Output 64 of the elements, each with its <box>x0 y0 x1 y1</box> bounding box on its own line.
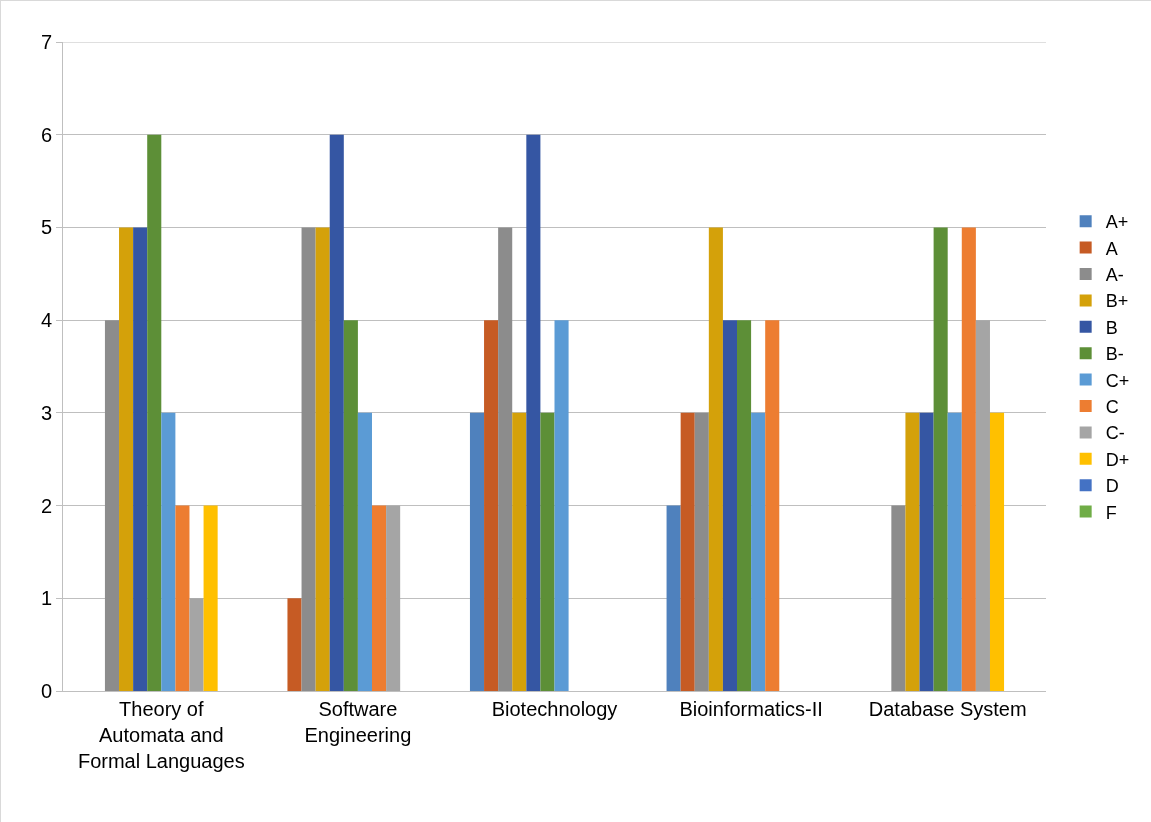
bar <box>161 412 176 691</box>
y-tick-label: 5 <box>40 216 52 239</box>
bar <box>540 412 555 691</box>
bar <box>386 505 401 691</box>
bar <box>315 227 330 691</box>
x-tick-label: Theory of Automata and Formal Languages <box>77 698 245 772</box>
legend-label: A+ <box>1105 212 1129 233</box>
legend-label: C <box>1105 397 1119 418</box>
bar <box>484 320 499 691</box>
bar <box>554 320 569 691</box>
bar <box>666 505 681 691</box>
legend-label: C- <box>1105 423 1125 444</box>
bar <box>680 412 695 691</box>
bar <box>357 412 372 691</box>
bar <box>175 505 190 691</box>
bar <box>203 505 218 691</box>
bar <box>512 412 527 691</box>
bar <box>694 412 709 691</box>
x-tick-label: Bioinformatics-II <box>679 698 823 720</box>
y-tick-label: 1 <box>40 587 52 610</box>
bar <box>905 412 920 691</box>
legend-label: B+ <box>1105 291 1129 312</box>
y-tick-label: 6 <box>40 123 52 146</box>
bar <box>329 134 344 691</box>
bar <box>371 505 387 691</box>
x-tick-label: Database System <box>868 698 1027 720</box>
legend-label: A <box>1105 238 1118 259</box>
y-tick-label: 4 <box>40 309 52 332</box>
bar <box>737 320 752 691</box>
y-tick-label: 3 <box>40 401 52 424</box>
bar <box>189 598 204 691</box>
bar <box>526 134 541 691</box>
x-tick-label: Biotechnology <box>491 698 618 720</box>
legend-label: B- <box>1105 344 1124 365</box>
bar <box>147 134 162 691</box>
bar <box>975 320 990 691</box>
bar <box>765 320 780 691</box>
y-tick-label: 2 <box>40 494 52 517</box>
bar <box>989 412 1005 691</box>
bar <box>933 227 948 691</box>
bar <box>343 320 358 691</box>
bar <box>469 412 485 691</box>
bar <box>722 320 738 691</box>
legend-label: D <box>1105 476 1119 497</box>
bar <box>961 227 976 691</box>
x-tick-label: Software Engineering <box>304 698 412 746</box>
y-tick-label: 0 <box>40 680 52 702</box>
bar <box>498 227 513 691</box>
legend-label: A- <box>1105 265 1124 286</box>
bar <box>919 412 934 691</box>
bar <box>287 598 302 691</box>
bar <box>708 227 723 691</box>
bar <box>301 227 316 691</box>
legend-label: B <box>1105 317 1118 338</box>
bar <box>891 505 906 691</box>
legend-label: C+ <box>1105 370 1130 391</box>
bar <box>751 412 766 691</box>
bar <box>133 227 148 691</box>
legend-label: D+ <box>1105 449 1130 470</box>
bar <box>947 412 962 691</box>
y-tick-label: 7 <box>40 31 52 53</box>
legend-label: F <box>1105 502 1117 523</box>
bar <box>119 227 134 691</box>
bar <box>104 320 120 691</box>
